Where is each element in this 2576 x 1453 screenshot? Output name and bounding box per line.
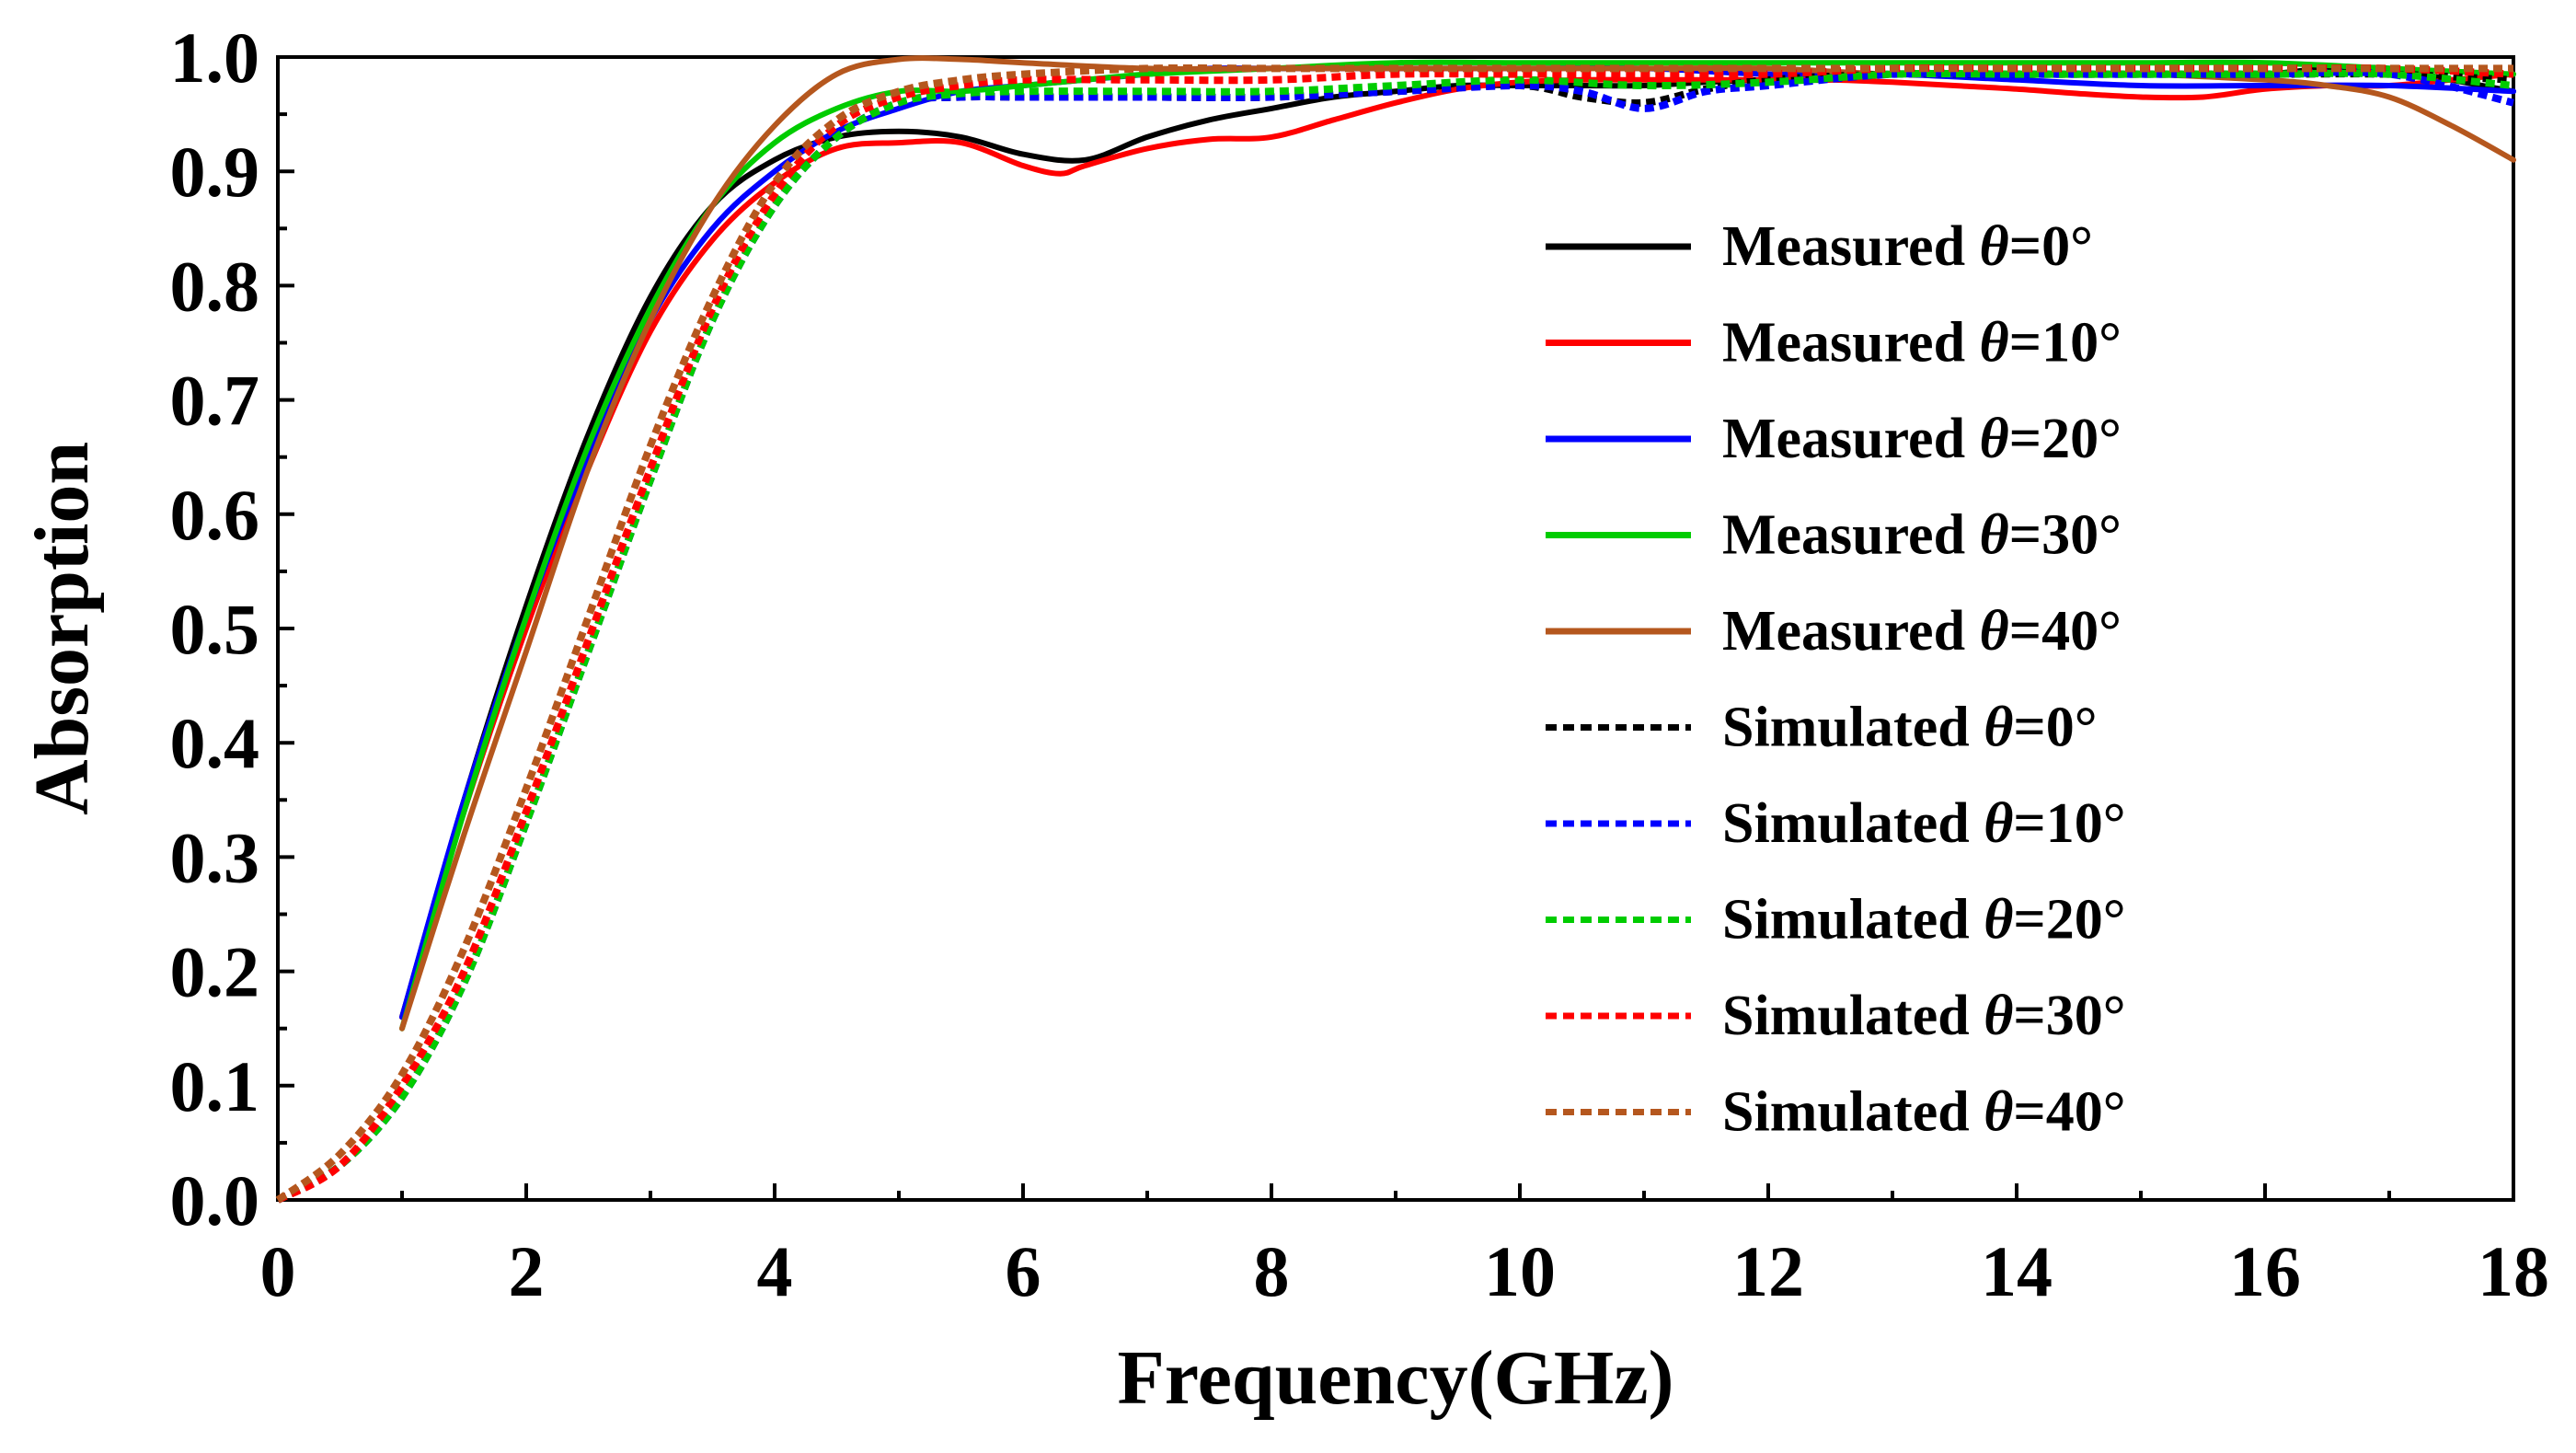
x-tick-label: 18 (2478, 1231, 2549, 1311)
x-tick-label: 0 (260, 1231, 296, 1311)
y-tick-label: 0.3 (170, 817, 260, 897)
legend-label: Measured θ=10° (1722, 312, 2122, 375)
x-tick-label: 8 (1254, 1231, 1290, 1311)
y-tick-label: 0.6 (170, 475, 260, 555)
x-axis-ticks: 0 2 4 6 8 10 12 14 16 18 (260, 1183, 2549, 1311)
legend-label: Measured θ=0° (1722, 215, 2093, 278)
legend-label: Measured θ=40° (1722, 600, 2122, 663)
plot-area (276, 55, 2515, 1202)
series-line-simulated-7 (276, 69, 2514, 1204)
y-axis-ticks: 0.0 0.1 0.2 0.3 0.4 0.5 0.6 0.7 0.8 0.9 1.0 (170, 17, 294, 1240)
x-tick-label: 4 (757, 1231, 793, 1311)
series-layer (275, 55, 2516, 1204)
y-tick-label: 0.2 (170, 932, 260, 1012)
y-tick-label: 0.5 (170, 589, 260, 669)
y-tick-label: 0.7 (170, 361, 260, 441)
y-tick-label: 0.1 (170, 1046, 260, 1126)
series-line-measured-1 (399, 71, 2516, 1021)
series-line-measured-3 (399, 59, 2516, 1032)
y-tick-label: 0.9 (170, 132, 260, 212)
x-tick-label: 10 (1484, 1231, 1556, 1311)
legend-label: Simulated θ=10° (1722, 792, 2126, 855)
y-tick-label: 1.0 (170, 17, 260, 98)
x-tick-label: 16 (2229, 1231, 2301, 1311)
x-axis-title: Frequency(GHz) (1118, 1335, 1674, 1421)
y-axis-title: Absorption (19, 442, 105, 815)
y-tick-label: 0.4 (170, 703, 260, 783)
x-tick-label: 2 (509, 1231, 545, 1311)
legend-label: Simulated θ=30° (1722, 985, 2126, 1047)
series-line-simulated-9 (275, 63, 2513, 1204)
series-line-simulated-8 (276, 63, 2514, 1204)
legend-label: Simulated θ=0° (1722, 697, 2098, 759)
legend-label: Measured θ=30° (1722, 504, 2122, 567)
legend-label: Measured θ=20° (1722, 408, 2122, 470)
x-tick-label: 6 (1006, 1231, 1041, 1311)
y-tick-label: 0.0 (170, 1160, 260, 1240)
legend-label: Simulated θ=40° (1722, 1081, 2126, 1144)
legend: Measured θ=0° Measured θ=10° Measured θ=20… (1546, 215, 2126, 1144)
y-tick-label: 0.8 (170, 246, 260, 326)
x-tick-label: 12 (1732, 1231, 1804, 1311)
legend-label: Simulated θ=20° (1722, 889, 2126, 951)
x-tick-label: 14 (1981, 1231, 2053, 1311)
